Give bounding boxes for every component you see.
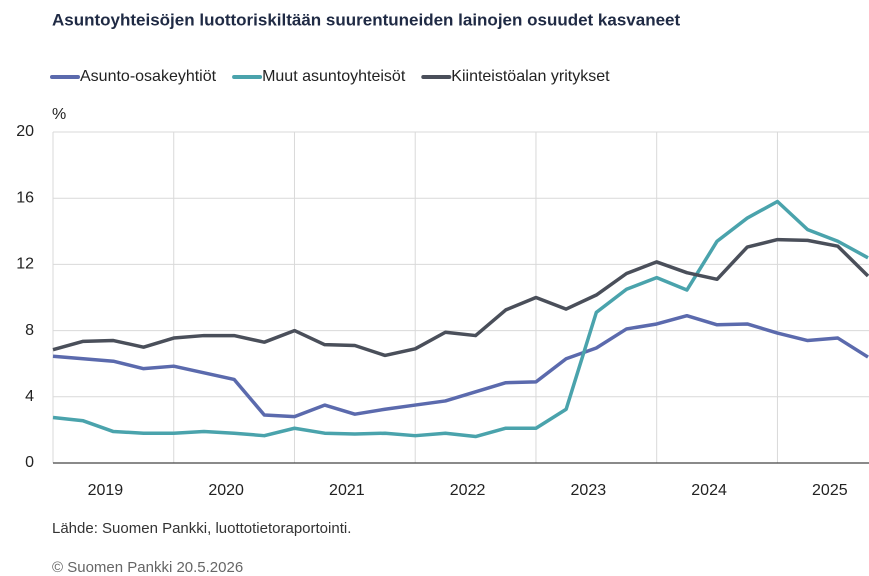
- series-line: [52, 199, 869, 439]
- legend-label: Muut asuntoyhteisöt: [262, 68, 406, 85]
- chart-title: Asuntoyhteisöjen luottoriskiltään suuren…: [52, 10, 681, 29]
- x-tick-label: 2020: [208, 482, 244, 499]
- y-axis-label: %: [52, 106, 66, 123]
- series-line: [52, 237, 869, 358]
- y-tick-label: 12: [16, 256, 34, 273]
- x-tick-label: 2024: [691, 482, 727, 499]
- legend-label: Asunto-osakeyhtiöt: [80, 68, 217, 85]
- series-line: [52, 313, 869, 419]
- source: Lähde: Suomen Pankki, luottotietoraporto…: [52, 520, 351, 537]
- x-tick-label: 2025: [812, 482, 848, 499]
- x-tick-label: 2023: [571, 482, 607, 499]
- legend-label: Kiinteistöalan yritykset: [451, 68, 610, 85]
- x-tick-label: 2019: [88, 482, 124, 499]
- x-tick-label: 2021: [329, 482, 365, 499]
- x-tick-label: 2022: [450, 482, 486, 499]
- y-tick-label: 4: [25, 388, 34, 405]
- y-tick-label: 0: [25, 454, 34, 471]
- y-tick-label: 20: [16, 123, 34, 140]
- y-tick-label: 8: [25, 322, 34, 339]
- copyright: © Suomen Pankki 20.5.2026: [52, 559, 243, 576]
- y-tick-label: 16: [16, 189, 34, 206]
